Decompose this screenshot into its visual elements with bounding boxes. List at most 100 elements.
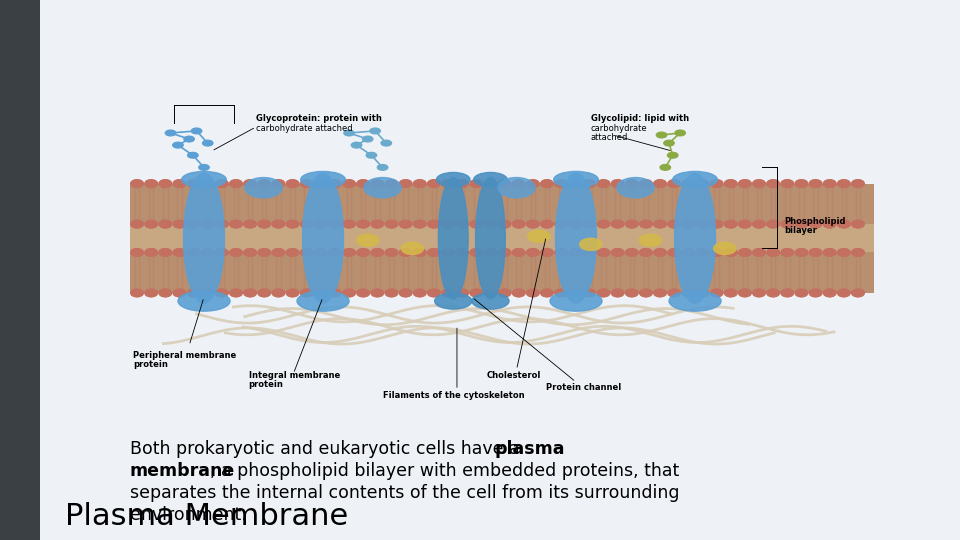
- Ellipse shape: [852, 289, 864, 296]
- Ellipse shape: [470, 220, 483, 228]
- Ellipse shape: [428, 220, 440, 228]
- Ellipse shape: [683, 249, 694, 256]
- Ellipse shape: [526, 220, 540, 228]
- Ellipse shape: [824, 220, 836, 228]
- Ellipse shape: [697, 289, 708, 296]
- Ellipse shape: [145, 220, 157, 228]
- Ellipse shape: [343, 220, 355, 228]
- Ellipse shape: [244, 289, 256, 297]
- Text: membrane: membrane: [130, 462, 235, 480]
- Ellipse shape: [837, 180, 851, 187]
- Ellipse shape: [697, 180, 708, 187]
- Ellipse shape: [824, 220, 835, 228]
- Ellipse shape: [230, 249, 242, 256]
- Ellipse shape: [753, 220, 765, 228]
- Ellipse shape: [427, 289, 441, 297]
- Ellipse shape: [739, 220, 751, 228]
- Ellipse shape: [513, 249, 525, 256]
- Ellipse shape: [838, 180, 850, 187]
- Ellipse shape: [569, 289, 581, 296]
- Ellipse shape: [173, 180, 186, 187]
- Ellipse shape: [739, 249, 751, 256]
- Ellipse shape: [273, 289, 284, 296]
- Ellipse shape: [386, 249, 397, 256]
- Ellipse shape: [399, 289, 412, 297]
- Ellipse shape: [372, 220, 383, 228]
- Ellipse shape: [181, 172, 227, 188]
- Ellipse shape: [473, 172, 507, 187]
- Ellipse shape: [414, 249, 425, 256]
- Ellipse shape: [597, 180, 610, 187]
- Ellipse shape: [485, 289, 496, 296]
- Text: protein: protein: [249, 380, 283, 389]
- Circle shape: [713, 242, 736, 254]
- Ellipse shape: [315, 220, 327, 228]
- Ellipse shape: [302, 173, 344, 303]
- Ellipse shape: [386, 180, 397, 187]
- Ellipse shape: [668, 289, 681, 297]
- Ellipse shape: [550, 291, 602, 311]
- Ellipse shape: [216, 289, 228, 297]
- Ellipse shape: [414, 180, 426, 187]
- Ellipse shape: [216, 180, 228, 187]
- Ellipse shape: [343, 289, 355, 296]
- Ellipse shape: [639, 220, 652, 228]
- Ellipse shape: [725, 289, 737, 297]
- Ellipse shape: [145, 220, 157, 228]
- Ellipse shape: [315, 289, 327, 297]
- Ellipse shape: [513, 220, 525, 228]
- Ellipse shape: [343, 249, 355, 256]
- Ellipse shape: [640, 180, 652, 187]
- Ellipse shape: [498, 249, 511, 256]
- Ellipse shape: [357, 289, 370, 297]
- Ellipse shape: [442, 220, 454, 228]
- Ellipse shape: [456, 249, 468, 256]
- Ellipse shape: [273, 220, 284, 228]
- Ellipse shape: [159, 220, 171, 228]
- Ellipse shape: [187, 180, 200, 187]
- Ellipse shape: [286, 248, 299, 256]
- Ellipse shape: [739, 180, 751, 187]
- Ellipse shape: [526, 289, 540, 297]
- Ellipse shape: [796, 249, 807, 256]
- Ellipse shape: [145, 289, 157, 297]
- Ellipse shape: [513, 289, 525, 297]
- Ellipse shape: [456, 220, 468, 228]
- Ellipse shape: [767, 220, 780, 228]
- Ellipse shape: [597, 249, 610, 256]
- Ellipse shape: [540, 289, 553, 297]
- Ellipse shape: [442, 180, 454, 187]
- Ellipse shape: [725, 249, 736, 256]
- Ellipse shape: [612, 220, 624, 228]
- Ellipse shape: [371, 180, 384, 187]
- Ellipse shape: [343, 220, 355, 228]
- Ellipse shape: [287, 289, 299, 296]
- Ellipse shape: [710, 248, 723, 256]
- Ellipse shape: [541, 180, 553, 187]
- Ellipse shape: [696, 248, 708, 256]
- Ellipse shape: [639, 248, 652, 256]
- Ellipse shape: [216, 289, 228, 296]
- Ellipse shape: [837, 220, 851, 228]
- Ellipse shape: [824, 249, 835, 256]
- Ellipse shape: [399, 289, 412, 296]
- Ellipse shape: [385, 180, 397, 187]
- Ellipse shape: [767, 248, 780, 256]
- Circle shape: [199, 165, 209, 170]
- Ellipse shape: [767, 289, 780, 297]
- Ellipse shape: [838, 289, 850, 296]
- Ellipse shape: [710, 180, 723, 187]
- Ellipse shape: [852, 180, 864, 187]
- Ellipse shape: [673, 172, 717, 188]
- Ellipse shape: [427, 220, 441, 228]
- Ellipse shape: [668, 220, 681, 228]
- Ellipse shape: [513, 289, 525, 296]
- Circle shape: [165, 130, 176, 136]
- Ellipse shape: [654, 180, 666, 187]
- Ellipse shape: [668, 180, 681, 187]
- Ellipse shape: [540, 248, 553, 256]
- Ellipse shape: [555, 220, 567, 228]
- Ellipse shape: [399, 220, 412, 228]
- Ellipse shape: [131, 180, 143, 187]
- Ellipse shape: [809, 220, 822, 228]
